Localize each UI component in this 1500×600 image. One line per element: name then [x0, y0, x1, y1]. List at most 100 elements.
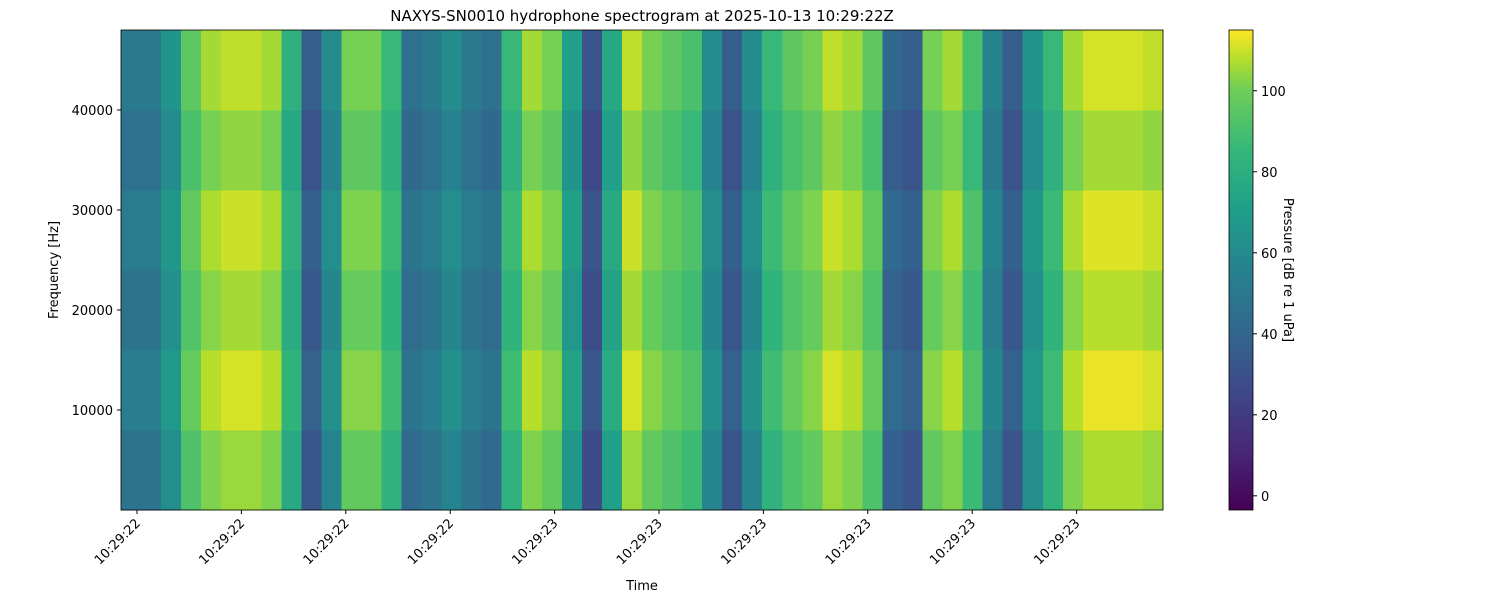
heat-cell [321, 190, 343, 271]
heat-cell [702, 110, 723, 191]
heat-cell [682, 270, 703, 351]
heat-cell [762, 190, 783, 271]
heat-cell [982, 110, 1004, 191]
colorbar [1229, 30, 1253, 510]
heat-cell [601, 430, 623, 511]
heat-cell [181, 110, 202, 191]
heat-cell [121, 430, 142, 511]
heat-cell [1122, 350, 1144, 431]
heat-cell [181, 30, 202, 111]
heat-cell [882, 30, 904, 111]
heat-cell [221, 190, 242, 271]
heat-cell [421, 430, 443, 511]
heat-cell [361, 110, 383, 191]
heat-cell [421, 190, 443, 271]
heat-cell [621, 350, 643, 431]
heat-cell [1082, 350, 1104, 431]
heat-cell [181, 270, 202, 351]
heat-cell [1102, 350, 1124, 431]
heat-cell [822, 190, 843, 271]
heat-cell [381, 270, 403, 351]
heat-cell [561, 430, 583, 511]
heat-cell [401, 190, 423, 271]
heat-cell [1062, 190, 1084, 271]
heat-cell [621, 190, 643, 271]
heat-cell [802, 350, 823, 431]
x-tick-label: 10:29:23 [718, 516, 770, 568]
heat-cell [621, 110, 643, 191]
heat-cell [341, 190, 363, 271]
heat-cell [802, 430, 823, 511]
heat-cell [682, 350, 703, 431]
heat-cell [842, 30, 864, 111]
heat-cell [1022, 30, 1044, 111]
heat-cell [541, 270, 563, 351]
heat-cell [1022, 350, 1044, 431]
heat-cell [141, 190, 162, 271]
heat-cell [842, 110, 864, 191]
heat-cell [321, 350, 343, 431]
heat-cell [1122, 30, 1144, 111]
heat-cell [922, 190, 944, 271]
heat-cell [541, 430, 563, 511]
colorbar-label: Pressure [dB re 1 uPa] [1280, 198, 1295, 342]
heat-cell [361, 30, 383, 111]
heat-cell [381, 190, 403, 271]
heat-cell [702, 430, 723, 511]
heat-cell [862, 270, 884, 351]
heat-cell [301, 430, 322, 511]
heat-cell [822, 270, 843, 351]
heat-cell [341, 270, 363, 351]
heat-cell [461, 30, 483, 111]
heat-cell [662, 30, 683, 111]
heat-cell [161, 110, 182, 191]
heat-cell [261, 190, 282, 271]
heat-cell [1102, 30, 1124, 111]
heat-cell [241, 30, 262, 111]
heat-cell [782, 30, 803, 111]
heat-cell [1002, 350, 1024, 431]
heat-cell [561, 350, 583, 431]
heat-cell [842, 430, 864, 511]
heat-cell [762, 110, 783, 191]
heat-cell [1122, 110, 1144, 191]
heat-cell [481, 110, 503, 191]
heat-cell [441, 270, 463, 351]
heat-cell [802, 270, 823, 351]
heat-cell [822, 110, 843, 191]
heat-cell [882, 190, 904, 271]
heat-cell [261, 30, 282, 111]
heat-cell [581, 350, 603, 431]
heat-cell [281, 430, 302, 511]
heat-cell [702, 350, 723, 431]
heat-cell [401, 30, 423, 111]
colorbar-tick-label: 80 [1261, 166, 1278, 181]
y-tick-label: 30000 [72, 204, 113, 219]
heat-cell [1002, 270, 1024, 351]
heat-cell [361, 270, 383, 351]
heat-cell [942, 270, 964, 351]
heat-cell [141, 430, 162, 511]
heat-cell [421, 350, 443, 431]
heat-cell [381, 430, 403, 511]
heat-cell [782, 350, 803, 431]
x-tick-label: 10:29:23 [927, 516, 979, 568]
heat-cell [581, 110, 603, 191]
heat-cell [281, 350, 302, 431]
heat-cell [561, 110, 583, 191]
heat-cell [1002, 430, 1024, 511]
heat-cell [982, 30, 1004, 111]
x-tick-label: 10:29:23 [823, 516, 875, 568]
heat-cell [121, 30, 142, 111]
heat-cell [782, 430, 803, 511]
x-tick-label: 10:29:22 [301, 516, 353, 568]
x-tick-label: 10:29:23 [1032, 516, 1084, 568]
heat-cell [341, 30, 363, 111]
heat-cell [782, 110, 803, 191]
heat-cell [1022, 110, 1044, 191]
heat-cell [281, 110, 302, 191]
heat-cell [621, 30, 643, 111]
heat-cell [141, 30, 162, 111]
heat-cell [521, 270, 543, 351]
heat-cell [962, 110, 984, 191]
